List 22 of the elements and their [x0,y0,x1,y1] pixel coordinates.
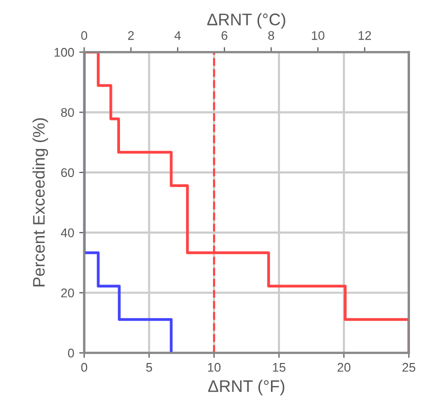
x-tick-label: 0 [81,362,88,372]
x2-tick-label: 0 [81,31,88,40]
x-tick-label: 5 [146,363,152,372]
y-axis-title: Percent Exceeding (%) [32,118,48,286]
x2-tick-label: 12 [358,31,371,40]
x-tick-label: 20 [338,362,350,372]
x2-axis-title: ΔRNT (°C) [207,13,286,29]
x-tick-label: 10 [208,362,221,372]
x2-tick-label: 8 [268,31,274,40]
x-tick-label: 15 [272,363,286,372]
x-axis-title: ΔRNT (°F) [208,380,284,396]
y-tick-label: 40 [60,228,74,238]
x2-tick-label: 10 [312,31,324,40]
x2-tick-label: 6 [222,31,228,40]
y-tick-label: 0 [68,348,74,358]
y-tick-label: 80 [61,108,74,117]
x2-tick-label: 4 [174,31,181,40]
y-tick-label: 60 [61,168,74,178]
y-tick-label: 20 [61,288,74,298]
x-tick-label: 25 [402,362,416,372]
y-tick-label: 100 [54,48,74,57]
x2-tick-label: 2 [128,31,134,40]
